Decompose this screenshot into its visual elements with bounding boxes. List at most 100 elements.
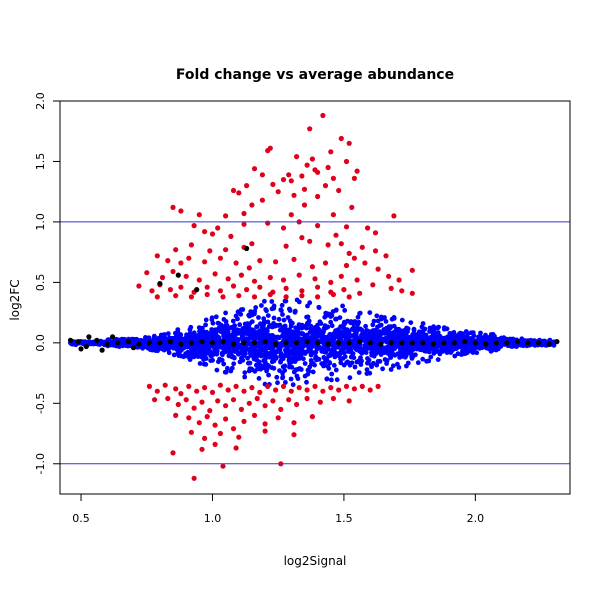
data-point-red	[212, 271, 218, 277]
data-point-blue	[237, 328, 243, 334]
data-point-blue	[435, 357, 441, 362]
data-point-blue	[285, 315, 291, 320]
data-point-blue	[427, 325, 433, 331]
data-point-blue	[308, 343, 314, 348]
data-point-blue	[263, 333, 269, 339]
data-point-blue	[212, 344, 218, 349]
data-point-blue	[380, 366, 385, 372]
data-point-blue	[248, 309, 254, 314]
data-point-blue	[188, 324, 194, 330]
data-point-black	[157, 340, 163, 346]
plot-frame	[59, 100, 571, 495]
data-point-red	[230, 187, 237, 194]
data-point-blue	[305, 367, 311, 373]
data-point-blue	[486, 335, 492, 341]
data-point-blue	[428, 354, 434, 360]
data-point-blue	[294, 335, 299, 340]
data-point-black	[420, 340, 426, 346]
data-point-blue	[405, 340, 411, 346]
data-point-red	[315, 193, 321, 200]
data-point-blue	[237, 359, 243, 365]
data-point-red	[236, 434, 242, 440]
data-point-red	[359, 244, 365, 250]
data-point-blue	[278, 307, 284, 313]
data-point-red	[286, 172, 292, 178]
data-point-red	[330, 291, 336, 298]
data-point-red	[249, 202, 255, 208]
data-point-blue	[341, 350, 347, 356]
data-point-blue	[256, 376, 262, 381]
data-point-red	[283, 285, 289, 291]
data-point-red	[351, 386, 357, 392]
data-point-blue	[352, 364, 358, 370]
data-point-blue	[333, 307, 339, 313]
data-point-blue	[100, 340, 106, 346]
data-point-red	[288, 212, 294, 218]
data-point-blue	[181, 354, 187, 360]
data-point-blue	[322, 349, 327, 355]
data-point-blue	[199, 350, 204, 356]
data-point-blue	[242, 374, 248, 380]
data-point-red	[241, 210, 247, 217]
data-point-blue	[254, 324, 259, 330]
data-point-blue	[349, 360, 355, 366]
data-point-blue	[297, 350, 303, 356]
data-point-red	[233, 383, 239, 389]
data-point-blue	[372, 345, 378, 351]
data-point-black	[99, 347, 105, 353]
data-point-blue	[411, 328, 417, 333]
data-point-red	[165, 258, 171, 264]
data-point-blue	[310, 369, 316, 375]
data-point-blue	[192, 337, 197, 343]
data-point-red	[241, 418, 247, 424]
data-point-blue	[281, 317, 287, 323]
data-point-blue	[464, 350, 470, 356]
data-point-blue	[142, 344, 148, 350]
data-point-blue	[210, 357, 216, 363]
data-point-blue	[301, 356, 306, 362]
data-point-blue	[245, 355, 251, 361]
data-point-red	[317, 399, 323, 405]
data-point-black	[346, 340, 352, 346]
data-point-blue	[371, 318, 377, 324]
data-point-black	[367, 340, 373, 346]
data-point-red	[320, 112, 326, 119]
data-point-red	[215, 398, 221, 404]
y-tick-label: 0.0	[34, 334, 47, 352]
data-point-red	[199, 399, 205, 405]
data-point-blue	[394, 326, 399, 332]
data-point-red	[372, 248, 379, 254]
data-point-black	[86, 334, 92, 340]
data-point-blue	[342, 354, 348, 360]
data-point-red	[196, 212, 202, 218]
data-point-blue	[363, 343, 368, 349]
data-point-blue	[203, 356, 209, 361]
data-point-red	[291, 256, 297, 262]
data-point-blue	[348, 354, 354, 360]
data-point-red	[336, 187, 342, 194]
data-point-blue	[239, 336, 245, 341]
data-point-blue	[300, 331, 306, 337]
data-point-red	[204, 291, 210, 298]
data-point-red	[246, 400, 252, 406]
data-point-blue	[166, 343, 172, 349]
data-point-black	[75, 339, 81, 345]
data-point-blue	[323, 310, 329, 316]
data-point-blue	[289, 364, 295, 370]
data-point-red	[343, 158, 350, 165]
data-point-red	[322, 260, 329, 266]
data-point-red	[275, 415, 281, 421]
y-tick-label: -1.0	[34, 453, 47, 474]
data-point-red	[194, 388, 200, 394]
data-point-blue	[420, 356, 426, 362]
data-point-blue	[354, 329, 360, 334]
data-point-red	[246, 265, 252, 271]
data-point-black	[441, 340, 447, 346]
data-point-red	[202, 385, 208, 391]
data-point-red	[173, 293, 179, 299]
data-point-blue	[408, 320, 414, 325]
data-point-blue	[391, 315, 397, 320]
data-point-red	[249, 241, 255, 247]
data-point-red	[386, 273, 392, 279]
data-point-blue	[242, 351, 248, 356]
